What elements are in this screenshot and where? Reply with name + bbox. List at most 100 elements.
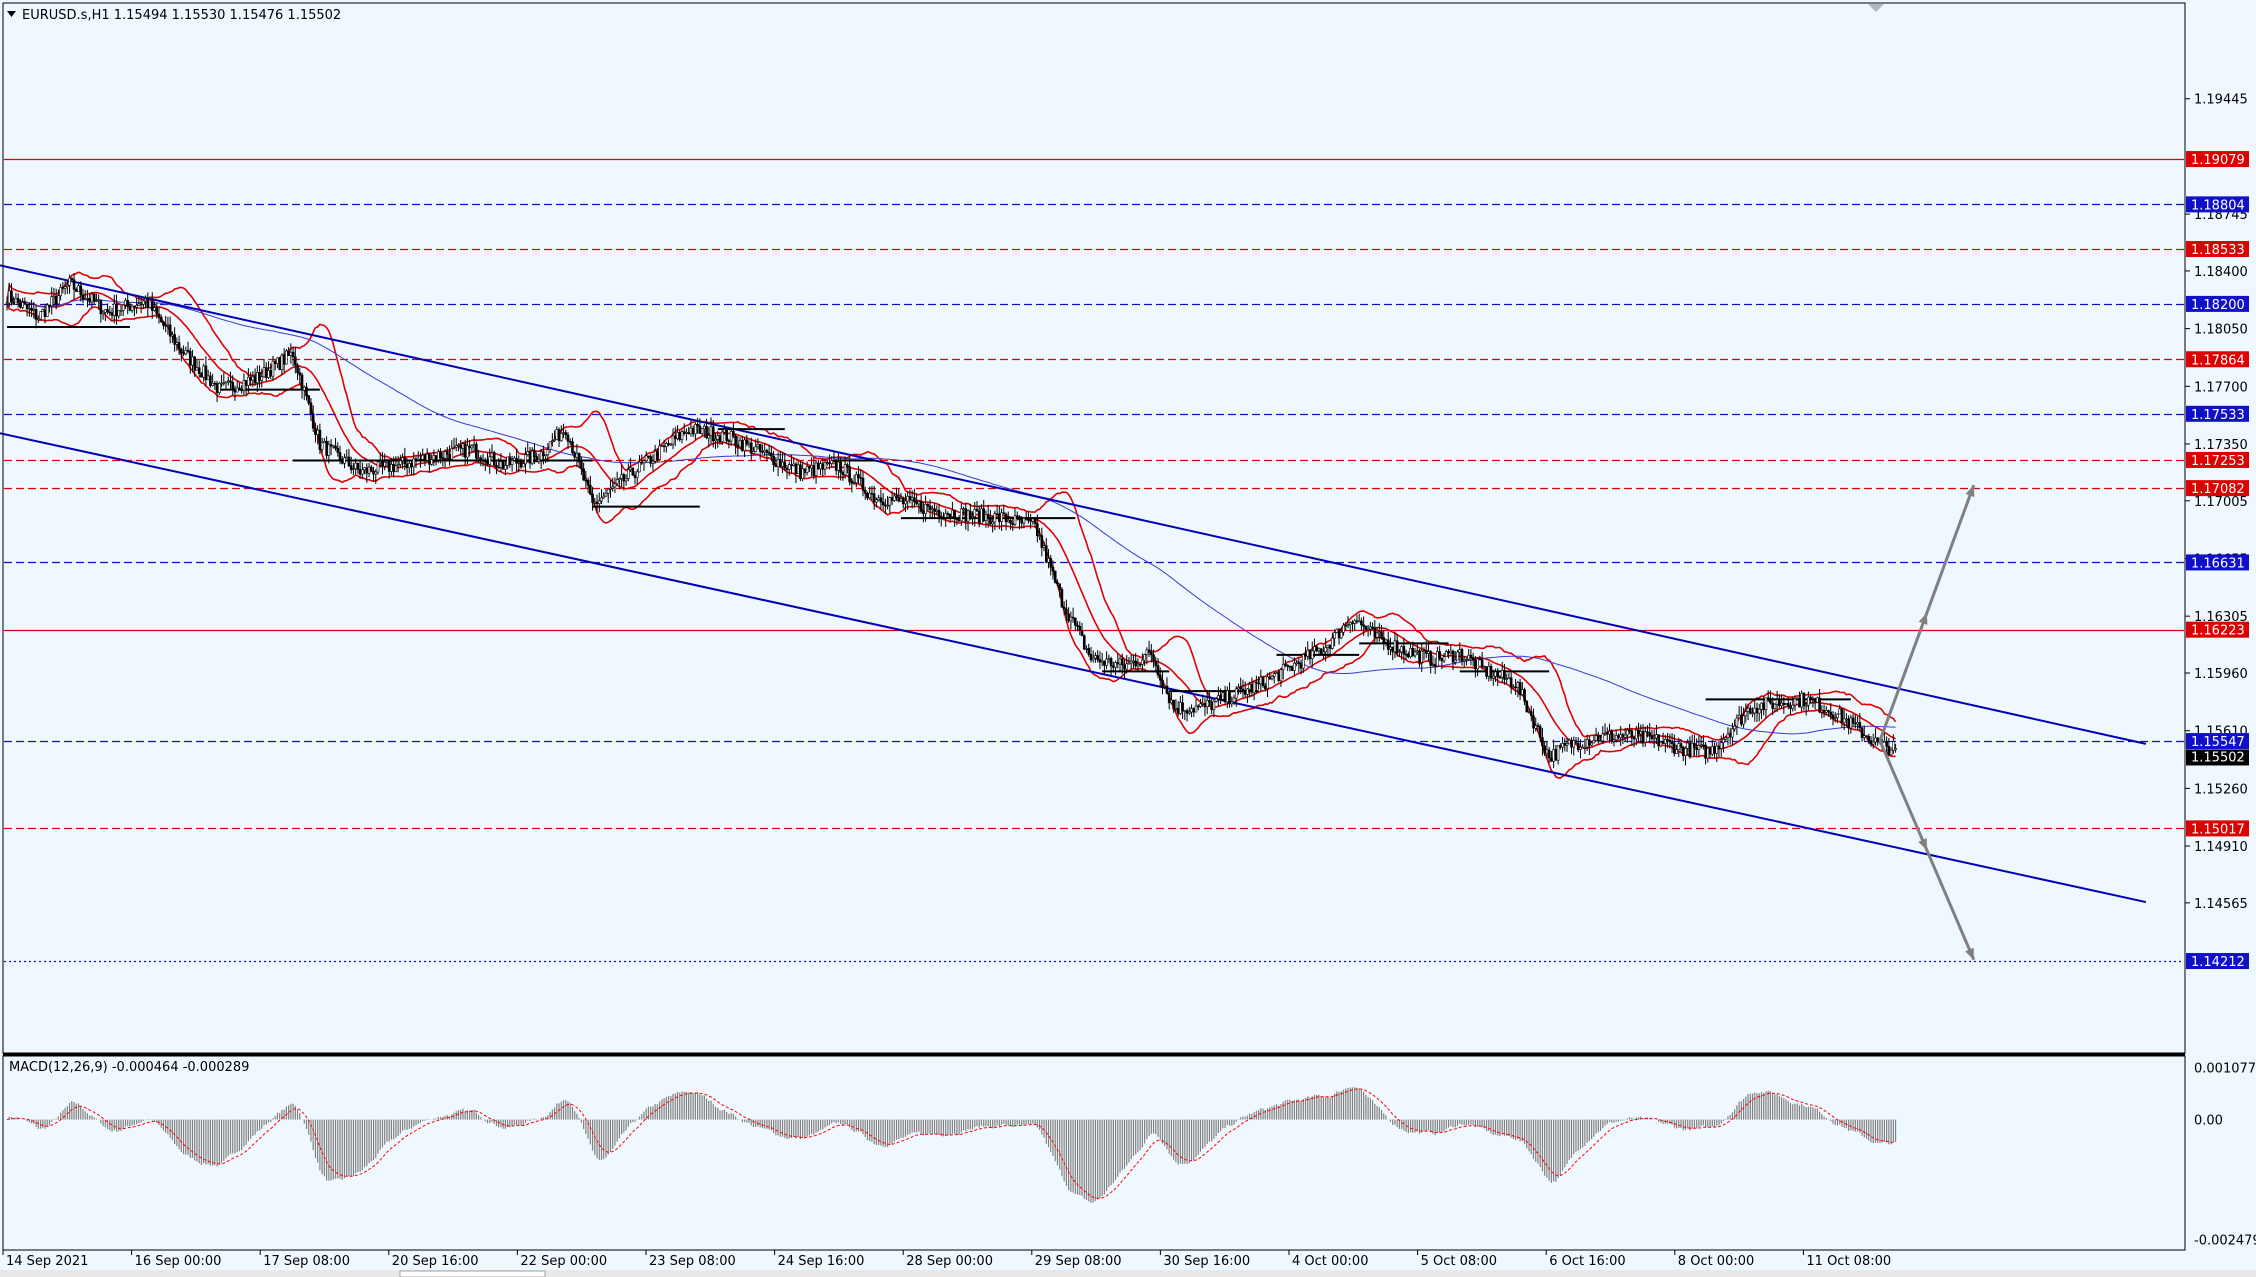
candle-body bbox=[1407, 653, 1410, 658]
candle bbox=[106, 303, 109, 315]
candle-body bbox=[741, 440, 744, 451]
candle bbox=[1040, 527, 1044, 557]
candle-body bbox=[298, 372, 302, 376]
candle-body bbox=[256, 372, 259, 383]
candle bbox=[1143, 653, 1146, 666]
candle-body bbox=[875, 499, 878, 503]
candle-body bbox=[799, 464, 802, 479]
candle-body bbox=[345, 456, 349, 459]
candle-body bbox=[1842, 718, 1846, 723]
candle bbox=[1114, 660, 1117, 676]
candle-body bbox=[904, 500, 907, 505]
candle-body bbox=[823, 461, 827, 470]
time-tick-label: 28 Sep 00:00 bbox=[906, 1254, 993, 1269]
candle-body bbox=[1393, 640, 1397, 653]
candle bbox=[1541, 727, 1544, 756]
candle-body bbox=[1639, 731, 1643, 735]
candle-body bbox=[48, 304, 51, 307]
candle-body bbox=[5, 302, 9, 305]
candle-body bbox=[1449, 650, 1453, 654]
candle-body bbox=[1579, 746, 1582, 750]
level-price-tag-label: 1.17253 bbox=[2191, 454, 2245, 469]
price-tick-label: 1.17700 bbox=[2194, 380, 2248, 395]
candle bbox=[1668, 733, 1672, 749]
candle-body bbox=[19, 302, 22, 308]
candle-body bbox=[620, 474, 623, 479]
triangle-down-icon[interactable] bbox=[7, 11, 16, 17]
candle-body bbox=[1009, 520, 1012, 524]
candle-body bbox=[1230, 701, 1234, 705]
candle bbox=[1719, 735, 1723, 757]
chart-shift-marker-icon[interactable] bbox=[1868, 4, 1884, 12]
time-tick-label: 6 Oct 16:00 bbox=[1549, 1254, 1625, 1269]
candle-body bbox=[1044, 545, 1048, 563]
candle bbox=[881, 492, 885, 510]
candle-body bbox=[401, 457, 404, 462]
channel-lower-line[interactable] bbox=[0, 423, 2147, 904]
candle-body bbox=[1248, 684, 1251, 690]
candle-body bbox=[796, 464, 800, 474]
candle bbox=[758, 444, 762, 460]
candle-body bbox=[1109, 658, 1113, 667]
candle-body bbox=[97, 299, 100, 302]
candle bbox=[1147, 640, 1151, 657]
candle-body bbox=[385, 460, 389, 463]
channel-upper-line[interactable] bbox=[0, 254, 2147, 745]
candle bbox=[1751, 707, 1754, 718]
macd-tick-label: 0.001077 bbox=[2194, 1061, 2256, 1076]
level-price-tag bbox=[2186, 621, 2249, 638]
candle-body bbox=[1053, 570, 1057, 583]
candle bbox=[1597, 731, 1600, 744]
candle bbox=[1270, 674, 1274, 681]
candle bbox=[1234, 686, 1238, 707]
candle-body bbox=[1051, 566, 1055, 572]
candle bbox=[644, 451, 648, 463]
candle-body bbox=[1529, 711, 1533, 717]
candle bbox=[1272, 672, 1276, 684]
candle-body bbox=[1210, 701, 1213, 710]
chart-tab-strip[interactable] bbox=[0, 1270, 2256, 1277]
candle-body bbox=[519, 461, 523, 468]
candle bbox=[374, 469, 378, 484]
candle-body bbox=[1071, 616, 1075, 619]
candle-body bbox=[973, 509, 977, 518]
candle-body bbox=[1652, 737, 1656, 740]
candle bbox=[1194, 699, 1198, 713]
candle-body bbox=[1462, 659, 1466, 662]
candle-body bbox=[1521, 689, 1524, 696]
candle bbox=[285, 348, 288, 365]
candle-body bbox=[1047, 558, 1050, 563]
candle bbox=[309, 398, 313, 422]
candle-body bbox=[1286, 664, 1289, 667]
candle-body bbox=[450, 448, 454, 460]
candle-body bbox=[202, 365, 205, 378]
level-price-tag-label: 1.14212 bbox=[2191, 955, 2245, 970]
active-chart-tab[interactable] bbox=[399, 1270, 546, 1277]
candle bbox=[1398, 648, 1401, 657]
candle bbox=[1199, 698, 1202, 708]
candle-body bbox=[110, 312, 114, 316]
candle-body bbox=[428, 453, 431, 465]
candle bbox=[173, 327, 176, 352]
candle-body bbox=[711, 426, 715, 442]
candle bbox=[524, 447, 527, 474]
candle-body bbox=[1822, 709, 1826, 713]
candle-body bbox=[419, 458, 422, 461]
candle-body bbox=[1704, 744, 1707, 759]
candle-body bbox=[647, 455, 650, 458]
candle bbox=[336, 442, 340, 457]
candle-body bbox=[504, 465, 507, 470]
candle-body bbox=[119, 310, 123, 312]
candle-body bbox=[993, 513, 997, 523]
price-axis[interactable]: 1.194451.187451.184001.180501.177001.173… bbox=[2185, 93, 2248, 912]
candle-body bbox=[1722, 738, 1725, 743]
time-axis[interactable]: 14 Sep 2021 16 Sep 00:00 17 Sep 08:00 20 Se… bbox=[2, 1250, 1891, 1269]
candle-body bbox=[678, 432, 682, 440]
candle-body bbox=[1498, 676, 1502, 679]
candle-body bbox=[986, 514, 990, 519]
candle bbox=[1212, 699, 1216, 718]
candle-body bbox=[665, 443, 668, 447]
candle bbox=[968, 503, 972, 521]
